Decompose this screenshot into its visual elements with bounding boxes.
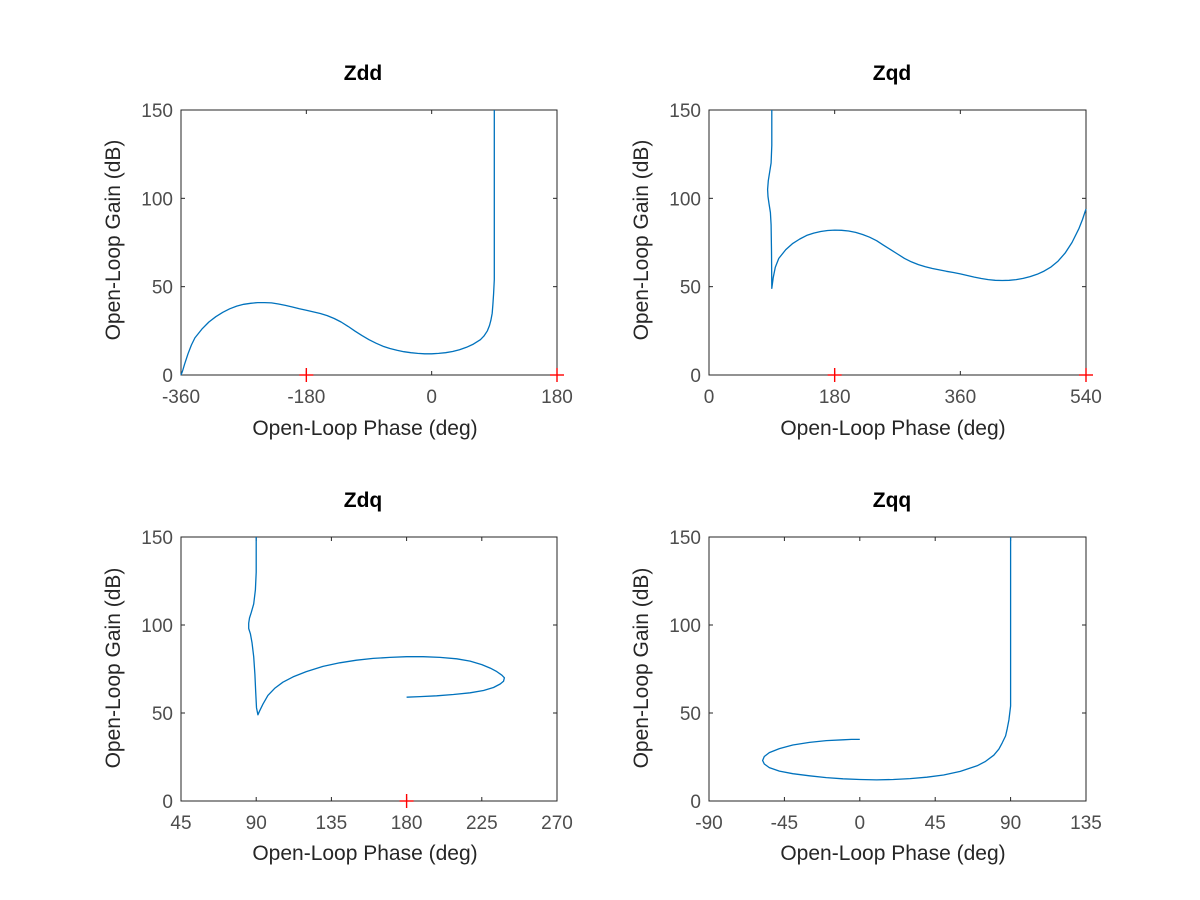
y-tick-label: 0: [162, 792, 173, 813]
x-tick-label: 45: [170, 813, 191, 834]
y-tick-label: 50: [680, 704, 701, 725]
x-tick-label: 225: [466, 813, 498, 834]
y-axis-label: Open-Loop Gain (dB): [630, 568, 653, 769]
y-tick-label: 150: [141, 528, 173, 549]
panel-title: Zqq: [873, 489, 911, 512]
x-tick-label: 0: [426, 387, 437, 408]
nichols-curve: [180, 110, 495, 376]
y-tick-label: 50: [680, 278, 701, 299]
x-tick-label: 180: [391, 813, 423, 834]
x-tick-label: 90: [1000, 813, 1021, 834]
y-tick-label: 100: [141, 616, 173, 637]
x-tick-label: 45: [925, 813, 946, 834]
x-tick-label: 540: [1070, 387, 1102, 408]
axes-box: [708, 109, 1087, 376]
critical-point-marker: [827, 368, 842, 382]
axes-box: [180, 109, 558, 376]
x-tick-label: -360: [162, 387, 200, 408]
x-tick-label: 0: [704, 387, 715, 408]
x-tick-label: 135: [316, 813, 348, 834]
axes-box: [708, 536, 1087, 802]
critical-point-marker: [399, 794, 414, 808]
y-tick-label: 50: [152, 704, 173, 725]
panel-zqq: Zqq Open-Loop Phase (deg) Open-Loop Gain…: [630, 489, 1102, 865]
panel-zdd: Zdd Open-Loop Phase (deg) Open-Loop Gain…: [102, 62, 573, 440]
y-tick-label: 150: [669, 101, 701, 122]
y-tick-label: 150: [141, 101, 173, 122]
x-axis-label: Open-Loop Phase (deg): [780, 842, 1005, 865]
x-tick-label: -90: [695, 813, 722, 834]
axes-box: [180, 536, 558, 802]
critical-point-marker: [299, 368, 314, 382]
nichols-curve: [248, 537, 506, 716]
y-tick-label: 0: [690, 366, 701, 387]
y-axis-label: Open-Loop Gain (dB): [102, 140, 125, 341]
y-tick-label: 100: [669, 189, 701, 210]
y-axis-label: Open-Loop Gain (dB): [102, 568, 125, 769]
nichols-curve: [766, 110, 1087, 290]
panel-zdq: Zdq Open-Loop Phase (deg) Open-Loop Gain…: [102, 489, 573, 865]
y-tick-label: 100: [669, 616, 701, 637]
y-tick-label: 100: [141, 189, 173, 210]
panel-title: Zqd: [873, 62, 911, 85]
panel-title: Zdq: [344, 489, 382, 512]
x-tick-label: -180: [287, 387, 325, 408]
critical-point-marker: [1079, 368, 1093, 382]
x-tick-label: 90: [246, 813, 267, 834]
panel-zqd: Zqd Open-Loop Phase (deg) Open-Loop Gain…: [630, 62, 1102, 440]
y-tick-label: 150: [669, 528, 701, 549]
nichols-curve: [761, 537, 1012, 781]
x-tick-label: 360: [944, 387, 976, 408]
y-tick-label: 50: [152, 278, 173, 299]
y-axis-label: Open-Loop Gain (dB): [630, 140, 653, 341]
x-tick-label: -45: [771, 813, 798, 834]
x-tick-label: 0: [855, 813, 866, 834]
x-tick-label: 180: [541, 387, 573, 408]
x-axis-label: Open-Loop Phase (deg): [252, 417, 477, 440]
y-tick-label: 0: [690, 792, 701, 813]
critical-point-marker: [550, 368, 564, 382]
x-axis-label: Open-Loop Phase (deg): [780, 417, 1005, 440]
x-tick-label: 135: [1070, 813, 1102, 834]
panel-title: Zdd: [344, 62, 382, 85]
x-axis-label: Open-Loop Phase (deg): [252, 842, 477, 865]
y-tick-label: 0: [162, 366, 173, 387]
x-tick-label: 270: [541, 813, 573, 834]
x-tick-label: 180: [819, 387, 851, 408]
